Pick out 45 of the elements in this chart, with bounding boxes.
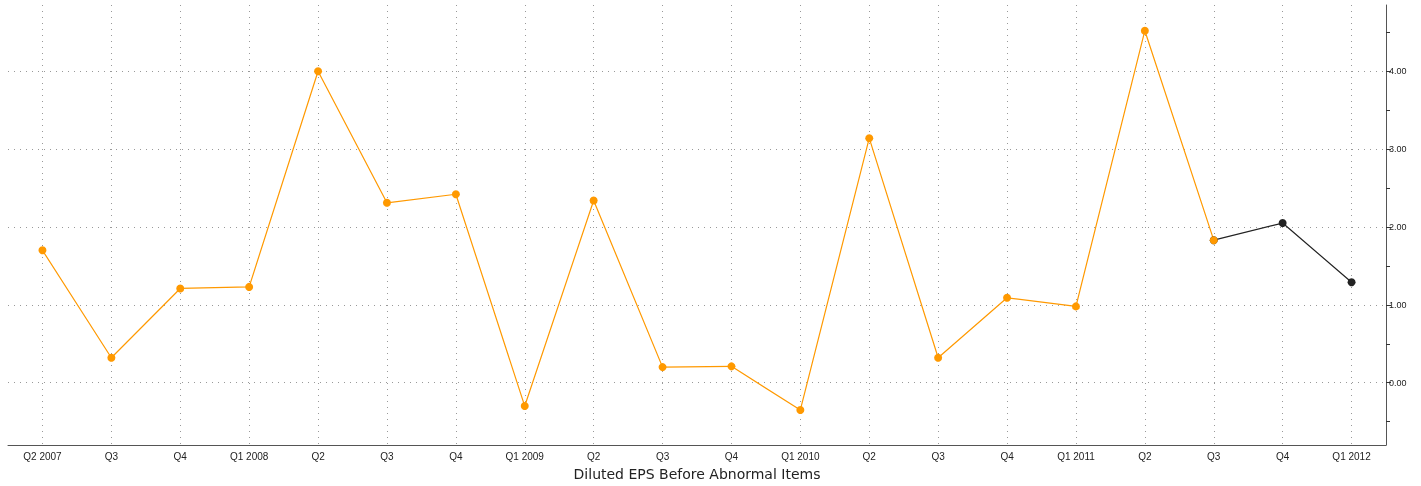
point bbox=[1347, 278, 1356, 287]
x-tick-label: Q3 bbox=[104, 450, 119, 462]
point bbox=[658, 363, 667, 372]
point bbox=[107, 353, 116, 362]
x-tick-label: Q1 2011 bbox=[1057, 450, 1096, 462]
point bbox=[796, 405, 805, 414]
y-tick-label: 2.00 bbox=[1389, 221, 1407, 232]
point bbox=[314, 67, 323, 76]
x-tick-label: Q4 bbox=[1000, 450, 1015, 462]
x-tick-label: Q1 2009 bbox=[505, 450, 545, 462]
point bbox=[1003, 293, 1012, 302]
x-tick-label: Q2 bbox=[1138, 450, 1152, 462]
point bbox=[520, 402, 529, 411]
x-tick-label: Q3 bbox=[931, 450, 946, 462]
point bbox=[934, 353, 943, 362]
point bbox=[589, 196, 598, 205]
y-tick-label: 0.00 bbox=[1389, 377, 1407, 388]
point bbox=[451, 190, 460, 199]
point bbox=[1071, 302, 1080, 311]
x-tick-label: Q3 bbox=[655, 450, 670, 462]
x-tick-label: Q2 2007 bbox=[23, 450, 63, 462]
x-axis-title: Diluted EPS Before Abnormal Items bbox=[573, 466, 821, 482]
x-tick-label: Q2 bbox=[586, 450, 601, 462]
point bbox=[727, 362, 736, 371]
point bbox=[38, 246, 47, 255]
x-tick-label: Q3 bbox=[1207, 450, 1221, 462]
x-tick-label: Q1 2012 bbox=[1332, 450, 1372, 462]
point bbox=[865, 134, 874, 143]
point bbox=[382, 198, 391, 207]
point bbox=[176, 284, 185, 293]
x-tick-label: Q1 2010 bbox=[781, 450, 820, 462]
x-tick-label: Q4 bbox=[449, 450, 463, 462]
x-tick-label: Q4 bbox=[173, 450, 188, 462]
x-tick-label: Q1 2008 bbox=[229, 450, 269, 462]
x-tick-label: Q3 bbox=[380, 450, 395, 462]
y-tick-label: 4.00 bbox=[1389, 66, 1407, 77]
point bbox=[245, 282, 254, 291]
x-tick-label: Q2 bbox=[862, 450, 877, 462]
x-tick-label: Q2 bbox=[311, 450, 326, 462]
y-tick-label: 3.00 bbox=[1389, 144, 1407, 155]
point bbox=[1140, 26, 1149, 35]
point bbox=[1278, 219, 1287, 228]
x-tick-label: Q4 bbox=[1275, 450, 1290, 462]
y-tick-label: 1.00 bbox=[1389, 299, 1407, 310]
x-tick-label: Q4 bbox=[724, 450, 739, 462]
